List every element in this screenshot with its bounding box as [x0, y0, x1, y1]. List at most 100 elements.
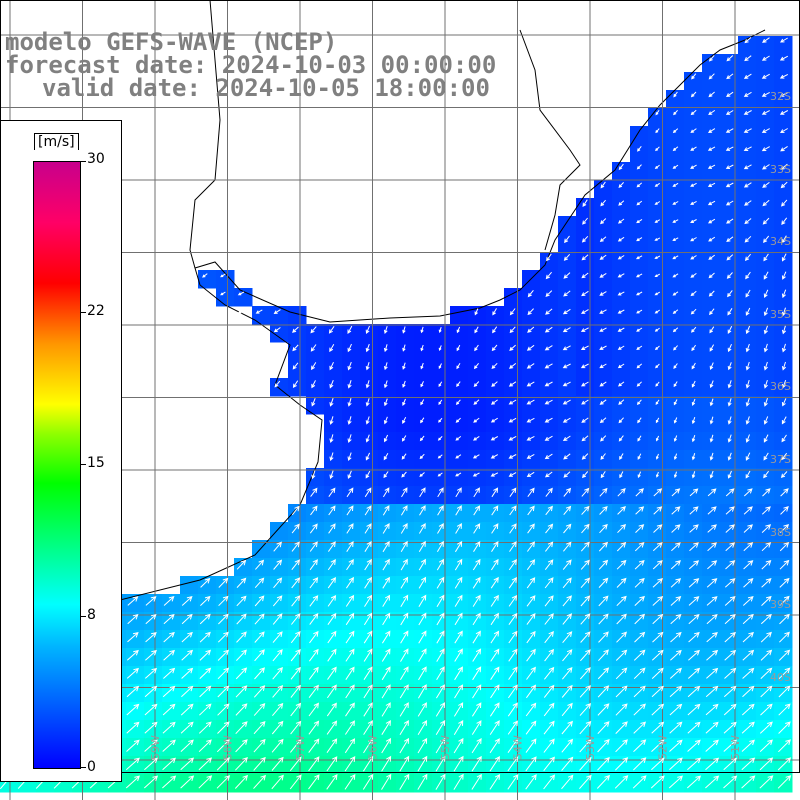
- wind-arrow: [579, 756, 592, 771]
- sea-cell: [396, 324, 415, 343]
- wind-arrow: [383, 380, 388, 389]
- wind-arrow: [491, 523, 499, 534]
- sea-cell: [702, 270, 721, 289]
- sea-cell: [738, 252, 757, 271]
- wind-arrow: [490, 612, 499, 626]
- wind-arrow: [217, 703, 230, 716]
- wind-arrow: [706, 632, 718, 643]
- wind-arrow: [199, 685, 212, 698]
- sea-cell: [540, 342, 559, 361]
- sea-cell: [396, 522, 415, 541]
- wind-arrow: [401, 453, 407, 460]
- sea-cell: [432, 468, 451, 487]
- sea-cell: [738, 648, 757, 667]
- sea-cell: [252, 720, 271, 739]
- wind-arrow: [329, 380, 334, 389]
- sea-cell: [324, 522, 343, 541]
- wind-arrow: [508, 648, 518, 662]
- wind-arrow: [760, 631, 772, 643]
- sea-cell: [180, 666, 199, 685]
- wind-arrow: [346, 559, 354, 571]
- sea-cell: [288, 702, 307, 721]
- wind-arrow: [669, 685, 683, 698]
- wind-arrow: [672, 146, 679, 152]
- wind-arrow: [562, 399, 571, 405]
- wind-arrow: [472, 630, 481, 644]
- wind-arrow: [436, 612, 445, 626]
- wind-arrow: [671, 542, 681, 552]
- sea-cell: [756, 180, 775, 199]
- sea-cell: [144, 594, 163, 613]
- wind-arrow: [725, 182, 734, 188]
- wind-arrow: [418, 648, 427, 662]
- wind-arrow: [690, 200, 697, 205]
- wind-arrow: [309, 523, 318, 534]
- wind-arrow: [490, 594, 499, 607]
- wind-arrow: [561, 738, 574, 753]
- sea-cell: [630, 702, 649, 721]
- sea-cell: [360, 522, 379, 541]
- sea-cell: [180, 612, 199, 631]
- wind-arrow: [365, 325, 370, 335]
- sea-cell: [612, 396, 631, 415]
- wind-arrow: [781, 271, 787, 280]
- sea-cell: [558, 666, 577, 685]
- sea-cell: [306, 360, 325, 379]
- sea-cell: [666, 702, 685, 721]
- wind-arrow: [383, 452, 389, 461]
- wind-arrow: [706, 649, 719, 661]
- wind-arrow: [456, 326, 461, 334]
- sea-cell: [324, 540, 343, 559]
- sea-cell: [702, 630, 721, 649]
- wind-arrow: [690, 164, 697, 169]
- sea-cell: [288, 594, 307, 613]
- sea-cell: [270, 558, 289, 577]
- wind-arrow: [181, 595, 193, 606]
- wind-arrow: [163, 631, 175, 643]
- wind-arrow: [545, 505, 553, 516]
- wind-arrow: [253, 703, 266, 716]
- sea-cell: [666, 558, 685, 577]
- sea-cell: [774, 558, 793, 577]
- sea-cell: [774, 270, 793, 289]
- sea-cell: [684, 252, 703, 271]
- sea-cell: [648, 630, 667, 649]
- wind-arrow: [289, 774, 302, 790]
- sea-cell: [594, 450, 613, 469]
- wind-arrow: [291, 613, 301, 625]
- sea-cell: [126, 648, 145, 667]
- sea-cell: [234, 648, 253, 667]
- sea-cell: [576, 342, 595, 361]
- wind-arrow: [781, 380, 787, 389]
- wind-arrow: [600, 471, 606, 479]
- sea-cell: [666, 630, 685, 649]
- wind-arrow: [654, 345, 660, 351]
- sea-cell: [630, 684, 649, 703]
- wind-arrow: [507, 684, 518, 699]
- wind-arrow: [651, 667, 664, 679]
- wind-arrow: [633, 667, 646, 680]
- wind-arrow: [600, 181, 606, 189]
- sea-cell: [216, 738, 235, 757]
- wind-arrow: [489, 702, 500, 717]
- wind-arrow: [741, 703, 755, 716]
- sea-cell: [288, 522, 307, 541]
- sea-cell: [540, 702, 559, 721]
- sea-cell: [738, 90, 757, 109]
- sea-cell: [414, 522, 433, 541]
- wind-arrow: [329, 343, 335, 353]
- sea-cell: [774, 504, 793, 523]
- wind-arrow: [691, 380, 696, 388]
- wind-arrow: [615, 649, 628, 661]
- wind-arrow: [743, 488, 753, 497]
- sea-cell: [252, 738, 271, 757]
- wind-arrow: [561, 756, 574, 771]
- wind-arrow: [144, 721, 158, 734]
- sea-cell: [720, 648, 739, 667]
- sea-cell: [288, 612, 307, 631]
- wind-arrow: [707, 200, 716, 206]
- sea-cell: [522, 504, 541, 523]
- sea-cell: [684, 666, 703, 685]
- wind-arrow: [633, 757, 647, 771]
- sea-cell: [522, 648, 541, 667]
